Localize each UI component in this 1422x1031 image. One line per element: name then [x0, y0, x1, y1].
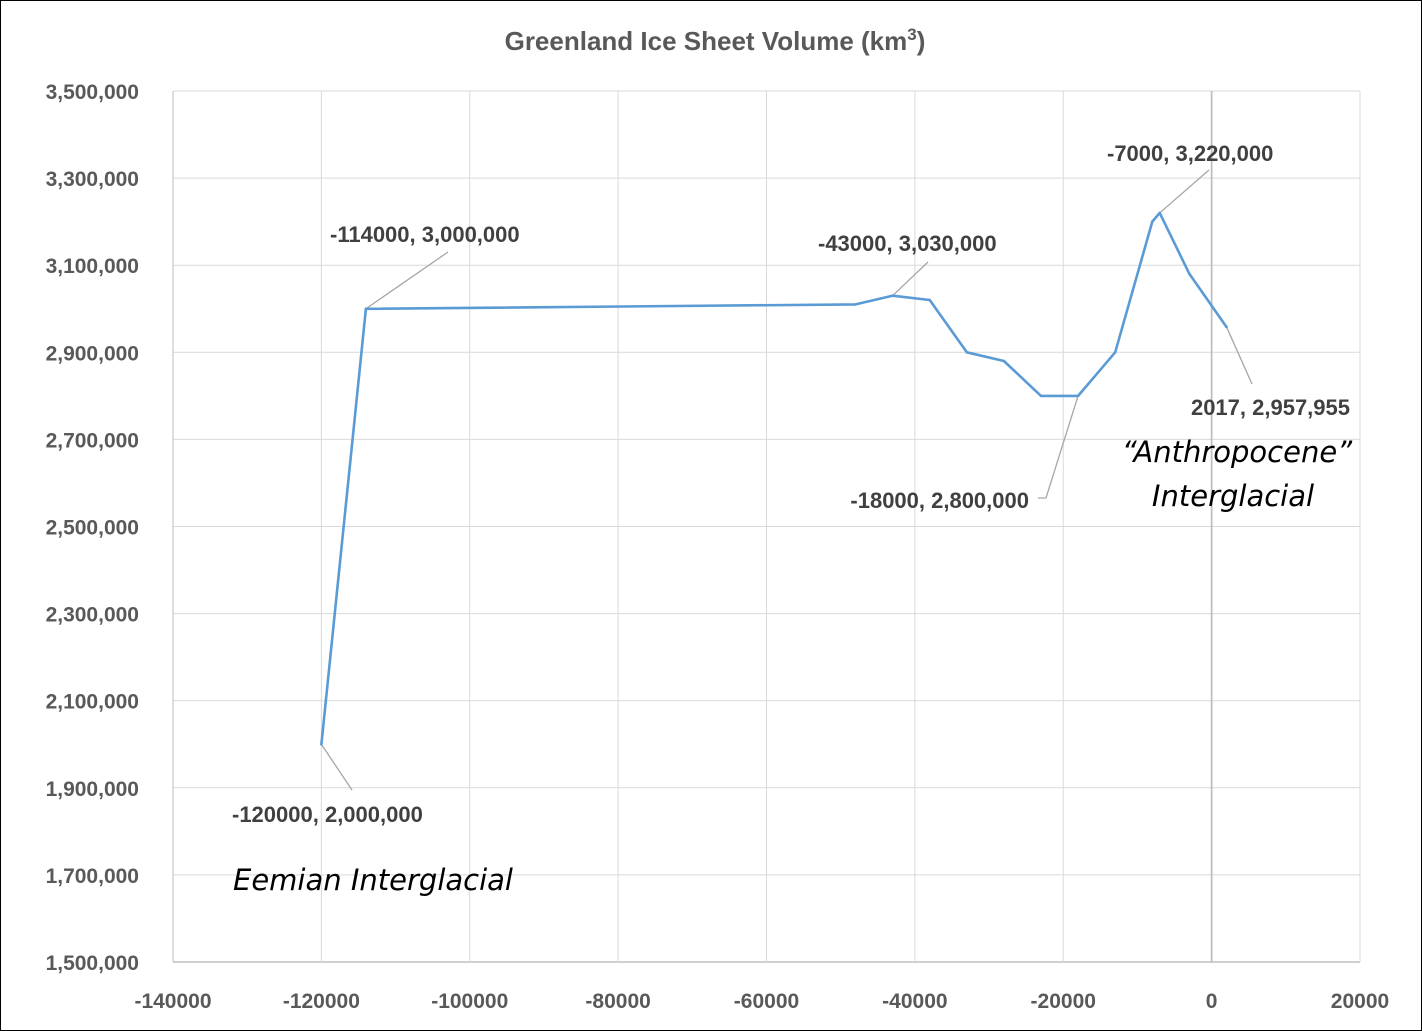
data-point [1158, 211, 1161, 215]
annotation-leader-line [1225, 326, 1253, 385]
data-point [965, 351, 969, 354]
x-tick-label: -20000 [1031, 990, 1096, 1013]
x-tick-label: -80000 [585, 990, 650, 1013]
data-point [928, 298, 932, 302]
chart-title-suffix: ) [917, 26, 926, 56]
data-point [364, 307, 368, 311]
y-tick-label: 3,300,000 [46, 168, 139, 191]
x-tick-label: -140000 [134, 990, 211, 1013]
data-point [1002, 359, 1006, 363]
axis-ticks: 1,500,000 1,700,000 1,900,000 2,100,000 2,30… [46, 81, 1390, 1013]
data-point [320, 742, 323, 746]
grid [172, 90, 1361, 963]
y-tick-label: 2,500,000 [46, 517, 139, 540]
annotation-leader-line [320, 743, 353, 791]
y-tick-label: 2,900,000 [46, 342, 139, 365]
data-point [1076, 394, 1080, 398]
y-tick-label: 2,300,000 [46, 604, 139, 627]
annotation-leader-line [1038, 395, 1079, 499]
data-point [854, 303, 857, 306]
data-label: -18000, 2,800,000 [850, 488, 1029, 513]
y-tick-label: 3,100,000 [46, 255, 139, 278]
y-tick-label: 1,500,000 [46, 952, 139, 975]
y-tick-label: 2,100,000 [46, 691, 139, 714]
data-label: -114000, 3,000,000 [330, 222, 520, 247]
annotation-leader-line [365, 251, 449, 310]
data-label: 2017, 2,957,955 [1191, 395, 1350, 420]
data-label: -43000, 3,030,000 [818, 231, 997, 256]
data-label: -7000, 3,220,000 [1107, 141, 1273, 166]
note-anthropocene-label: “Anthropocene” [1122, 435, 1353, 469]
x-tick-label: -100000 [431, 990, 508, 1013]
y-tick-label: 2,700,000 [46, 429, 139, 452]
x-tick-label: 0 [1206, 990, 1218, 1013]
data-label: -120000, 2,000,000 [232, 802, 423, 827]
series-line [320, 211, 1228, 745]
annotation-leader-line [1159, 169, 1210, 214]
data-point [1039, 394, 1043, 398]
data-point [1225, 325, 1228, 329]
x-tick-label: 20000 [1331, 990, 1389, 1013]
x-tick-label: -120000 [283, 990, 360, 1013]
data-point [1113, 351, 1117, 354]
note-eemian-interglacial: Eemian Interglacial [233, 863, 513, 897]
x-tick-label: -60000 [734, 990, 799, 1013]
data-point [891, 294, 894, 297]
series [320, 211, 1228, 746]
data-labels: -120000, 2,000,000 -114000, 3,000,000 -430… [232, 141, 1350, 827]
x-tick-label: -40000 [882, 990, 947, 1013]
data-point [1188, 272, 1191, 276]
data-point [1150, 220, 1154, 223]
chart-title-superscript: 3 [907, 25, 916, 44]
y-tick-label: 1,700,000 [46, 865, 139, 888]
y-tick-label: 1,900,000 [46, 778, 139, 801]
chart-title: Greenland Ice Sheet Volume (km3) [505, 25, 926, 56]
y-tick-label: 3,500,000 [46, 81, 139, 104]
annotation-leaders [320, 169, 1253, 791]
chart-title-main: Greenland Ice Sheet Volume (km [505, 26, 908, 56]
annotation-leader-line [892, 261, 929, 297]
note-interglacial-label: Interglacial [1152, 479, 1314, 513]
